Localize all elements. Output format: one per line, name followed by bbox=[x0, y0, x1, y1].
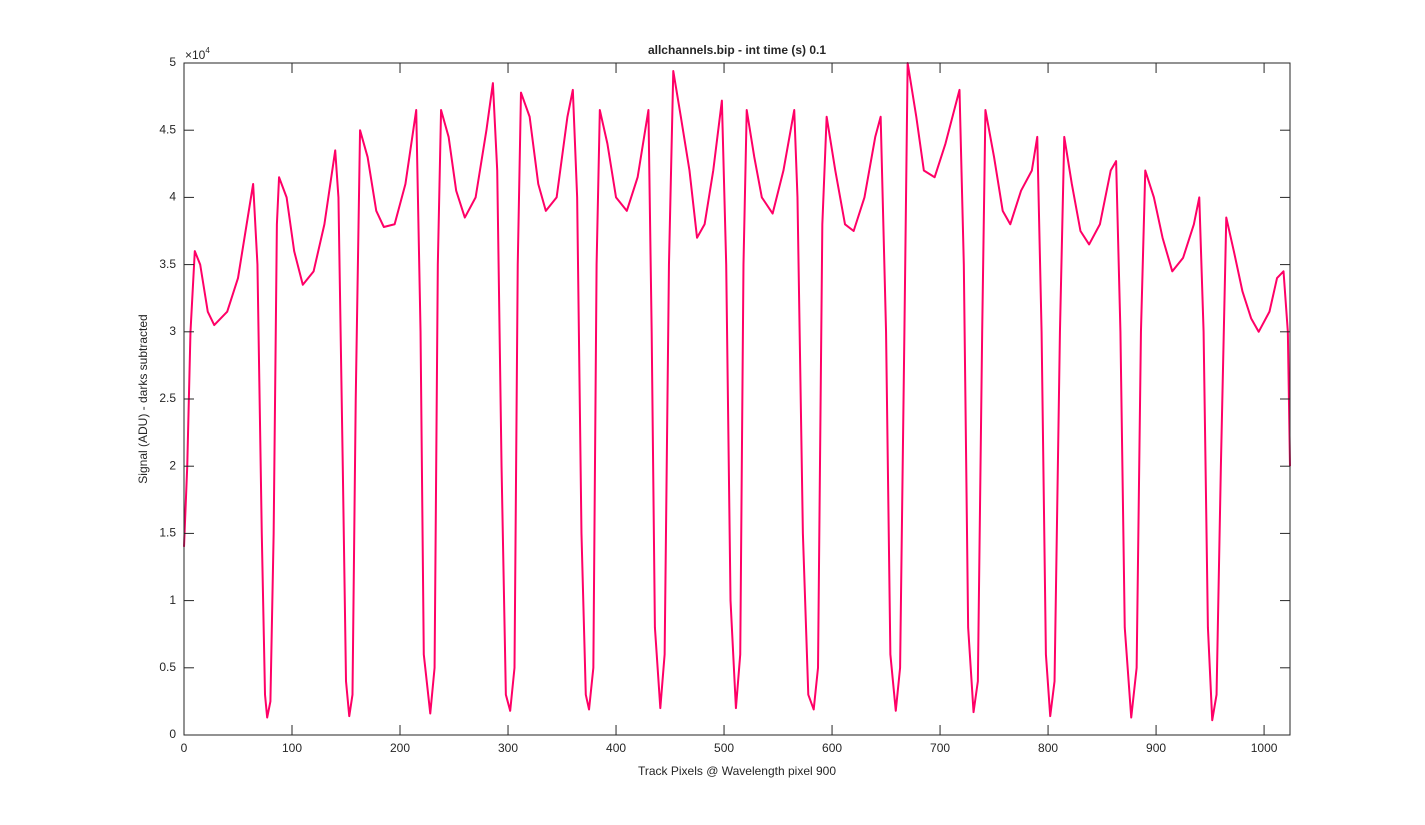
x-tick-label: 1000 bbox=[1251, 741, 1278, 755]
y-tick-label: 1.5 bbox=[159, 526, 176, 540]
data-line bbox=[183, 62, 1291, 722]
x-tick-label: 300 bbox=[498, 741, 518, 755]
x-tick-label: 800 bbox=[1038, 741, 1058, 755]
x-axis-label: Track Pixels @ Wavelength pixel 900 bbox=[638, 764, 836, 778]
x-tick-label: 700 bbox=[930, 741, 950, 755]
y-axis-label: Signal (ADU) - darks subtracted bbox=[136, 314, 150, 483]
y-tick-label: 2 bbox=[169, 458, 176, 472]
y-tick-label: 3.5 bbox=[159, 257, 176, 271]
y-tick-label: 0 bbox=[169, 727, 176, 741]
x-tick-label: 600 bbox=[822, 741, 842, 755]
x-tick-label: 500 bbox=[714, 741, 734, 755]
y-tick-label: 4 bbox=[169, 190, 176, 204]
y-multiplier-exponent: 4 bbox=[205, 46, 210, 55]
x-tick-label: 100 bbox=[282, 741, 302, 755]
y-tick-label: 1 bbox=[169, 593, 176, 607]
x-tick-label: 400 bbox=[606, 741, 626, 755]
y-tick-label: 5 bbox=[169, 55, 176, 69]
y-tick-label: 2.5 bbox=[159, 391, 176, 405]
plot-area bbox=[183, 62, 1291, 722]
y-multiplier-base: ×10 bbox=[185, 48, 206, 62]
y-tick-label: 4.5 bbox=[159, 122, 176, 136]
x-tick-label: 900 bbox=[1146, 741, 1166, 755]
chart-title: allchannels.bip - int time (s) 0.1 bbox=[648, 43, 826, 57]
y-multiplier: ×104 bbox=[185, 46, 210, 62]
x-tick-label: 0 bbox=[181, 741, 188, 755]
y-tick-label: 3 bbox=[169, 324, 176, 338]
x-tick-label: 200 bbox=[390, 741, 410, 755]
y-tick-label: 0.5 bbox=[159, 660, 176, 674]
